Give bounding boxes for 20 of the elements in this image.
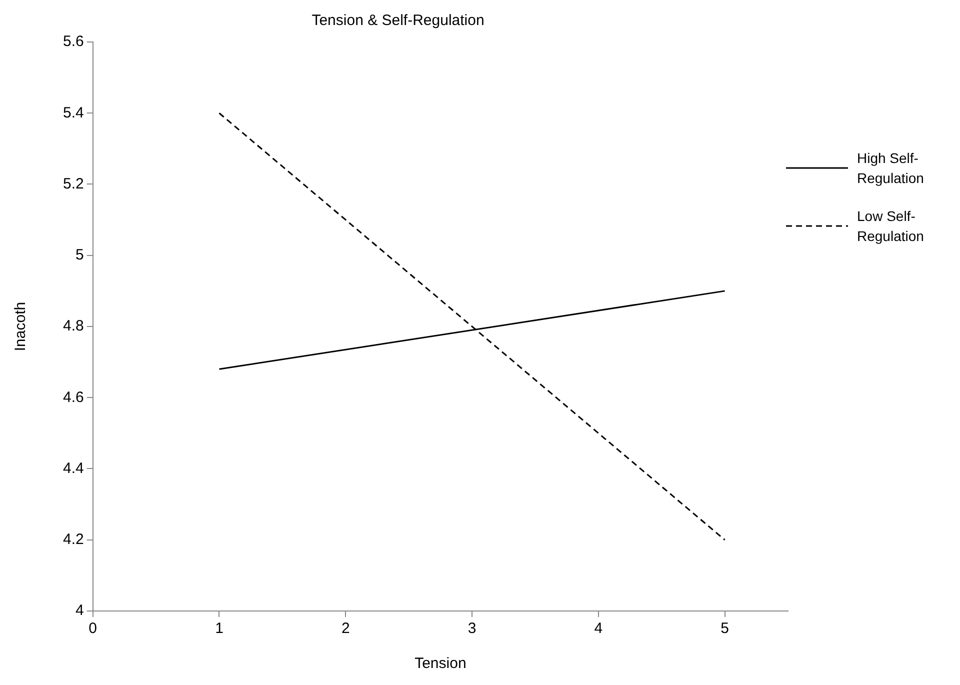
x-tick-label: 5 xyxy=(720,620,729,638)
x-tick-label: 4 xyxy=(594,620,603,638)
y-tick-label: 4.8 xyxy=(62,318,84,335)
y-tick-label: 4.2 xyxy=(62,531,84,548)
x-tick-label: 0 xyxy=(88,620,98,638)
y-tick-label: 4.4 xyxy=(62,460,84,477)
y-tick-label: 4.6 xyxy=(62,388,84,406)
x-tick-label: 2 xyxy=(341,620,350,638)
x-tick-label: 3 xyxy=(468,620,476,638)
y-tick-label: 5.4 xyxy=(62,104,84,122)
legend-label: Low Self-Regulation xyxy=(857,207,925,246)
y-axis-title: Inacoth xyxy=(12,302,30,352)
chart-title: Tension & Self-Regulation xyxy=(312,12,484,30)
y-tick-label: 5.6 xyxy=(62,33,84,50)
y-tick-label: 5 xyxy=(76,246,84,264)
legend-label: High Self-Regulation xyxy=(857,149,925,188)
y-tick-label: 5.2 xyxy=(62,175,84,192)
x-axis-title: Tension xyxy=(414,655,466,672)
y-tick-label: 4 xyxy=(76,602,84,620)
x-tick-label: 1 xyxy=(215,620,224,638)
